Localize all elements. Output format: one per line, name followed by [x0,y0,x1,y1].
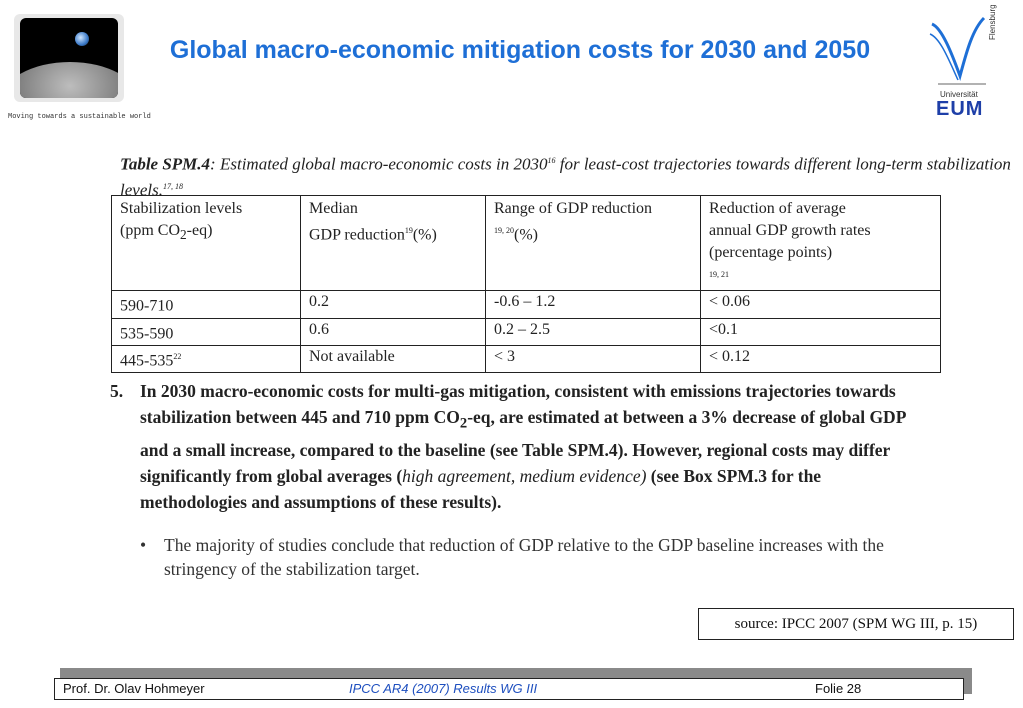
earth-icon [75,32,89,46]
paragraph-body: In 2030 macro-economic costs for multi-g… [140,378,930,515]
footer-author: Prof. Dr. Olav Hohmeyer [63,681,205,696]
slide-footer: Prof. Dr. Olav Hohmeyer IPCC AR4 (2007) … [54,678,964,700]
header-text: (%) [412,226,437,244]
bullet-text: The majority of studies conclude that re… [164,535,884,579]
cell-level: 590-710 [111,290,301,319]
cost-table: Stabilization levels (ppm CO2-eq) Median… [111,194,941,374]
header-text: Range of GDP reduction [494,200,653,217]
table-row: 445-53522 Not available < 3 < 0.12 [111,344,941,374]
header-range: Range of GDP reduction 19, 20(%) [485,194,701,292]
university-text: Universität [940,90,978,99]
cell-median: 0.2 [300,290,486,319]
table-caption-text: Estimated global macro-economic costs in… [215,154,548,174]
header-sup: 19, 20 [494,226,514,235]
footer-page-number: Folie 28 [815,681,862,696]
cell-range: -0.6 – 1.2 [485,290,701,319]
table-caption-sup2: 17, 18 [162,181,183,191]
bullet-dot-icon: • [140,535,147,555]
earthrise-logo [14,14,124,102]
cell-range: 0.2 – 2.5 [485,317,701,346]
table-caption-sup1: 16 [547,156,556,165]
logo-tagline: Moving towards a sustainable world [8,113,151,121]
paragraph-text: (see Box SPM.3 for the methodologies and… [140,465,822,512]
table-row: 535-590 0.6 0.2 – 2.5 <0.1 [111,317,941,346]
footer-reference: IPCC AR4 (2007) Results WG III [349,681,538,696]
university-city-text: Flensburg [988,4,997,40]
header-sub: 2 [180,227,187,243]
cell-range: < 3 [485,344,701,374]
university-logo: Flensburg Universität EUM [928,4,1004,120]
paragraph-italic: high agreement, medium evidence) [402,465,647,486]
header-text: Reduction of average [709,200,846,217]
header-text: annual GDP growth rates [709,222,871,239]
cell-growth: < 0.12 [700,344,941,374]
space-background [20,18,118,98]
table-caption: Table SPM.4: Estimated global macro-econ… [120,150,1023,201]
table-caption-text2: for least-cost trajectories towards diff… [120,154,1011,200]
header-median: Median GDP reduction19(%) [300,194,486,292]
table-row: 590-710 0.2 -0.6 – 1.2 < 0.06 [111,290,941,319]
cell-level: 445-53522 [111,344,301,374]
slide-title: Global macro-economic mitigation costs f… [169,36,871,64]
bullet-item: • The majority of studies conclude that … [140,533,940,581]
paragraph-text: -eq, are estimated at between a 3% decre… [140,407,906,486]
source-box: source: IPCC 2007 (SPM WG III, p. 15) [698,608,1014,640]
header-text: (ppm CO [120,222,180,239]
header-text: (%) [514,226,538,244]
table-caption-label: Table SPM.4 [120,154,211,174]
table-caption-sep: : [210,154,216,174]
header-text: -eq) [186,222,213,239]
header-growth: Reduction of average annual GDP growth r… [700,194,941,292]
moon-surface-icon [20,62,118,98]
header-text: Stabilization levels [120,200,243,217]
header-sup: 19, 21 [709,270,729,279]
university-wave-icon [929,16,986,85]
paragraph-number: 5. [110,381,124,401]
paragraph-text: In 2030 macro-economic costs for multi-g… [140,381,896,427]
eum-text: EUM [936,98,984,120]
cell-growth: <0.1 [700,317,941,346]
header-text: GDP reduction [309,226,405,244]
findings-paragraph: 5. In 2030 macro-economic costs for mult… [100,378,930,515]
cell-growth: < 0.06 [700,290,941,319]
table-header-row: Stabilization levels (ppm CO2-eq) Median… [111,194,941,292]
header-sup: 19 [404,226,413,235]
cell-median: 0.6 [300,317,486,346]
header-text: (percentage points) [709,244,833,261]
cell-median: Not available [300,344,486,374]
paragraph-sub: 2 [459,415,468,432]
header-stabilization: Stabilization levels (ppm CO2-eq) [111,194,301,292]
cell-level: 535-590 [111,317,301,346]
header-text: Median [309,200,358,217]
